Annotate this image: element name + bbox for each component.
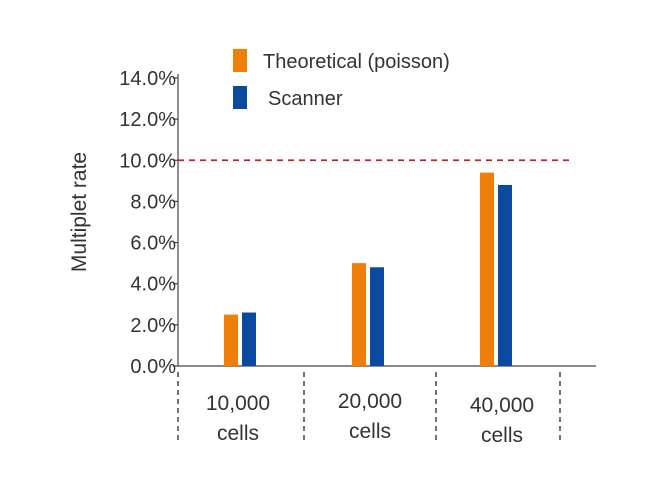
bar [352, 263, 366, 366]
y-tick-label: 12.0% [119, 109, 176, 131]
y-tick-label: 0.0% [130, 356, 176, 378]
y-tick-label: 14.0% [119, 68, 176, 90]
y-tick-label: 4.0% [130, 274, 176, 296]
bar [224, 314, 238, 366]
legend-label: Scanner [268, 88, 343, 110]
y-tick-label: 10.0% [119, 150, 176, 172]
plot-area [177, 74, 596, 367]
bar [370, 267, 384, 366]
category-label: 40,000 [470, 394, 534, 417]
category-label: cells [349, 420, 391, 443]
y-tick-label: 2.0% [130, 315, 176, 337]
category-label: cells [217, 422, 259, 445]
legend-label: Theoretical (poisson) [263, 51, 450, 73]
legend-swatch [233, 86, 247, 109]
y-axis-label: Multiplet rate [68, 152, 91, 272]
legend: Theoretical (poisson) Scanner [233, 49, 450, 110]
bar [498, 184, 512, 366]
category-label: 10,000 [206, 392, 270, 415]
y-tick-label: 6.0% [130, 233, 176, 255]
y-tick-label: 8.0% [130, 191, 176, 213]
category-label: 20,000 [338, 390, 402, 413]
bar [480, 172, 494, 366]
y-axis-ticks: 0.0% 2.0% 4.0% 6.0% 8.0% 10.0% 12.0% 14.0% [119, 68, 178, 378]
legend-swatch [233, 49, 247, 72]
bar [242, 312, 256, 366]
x-axis-labels: 10,000 cells 20,000 cells 40,000 cells [177, 372, 561, 447]
category-label: cells [481, 424, 523, 447]
